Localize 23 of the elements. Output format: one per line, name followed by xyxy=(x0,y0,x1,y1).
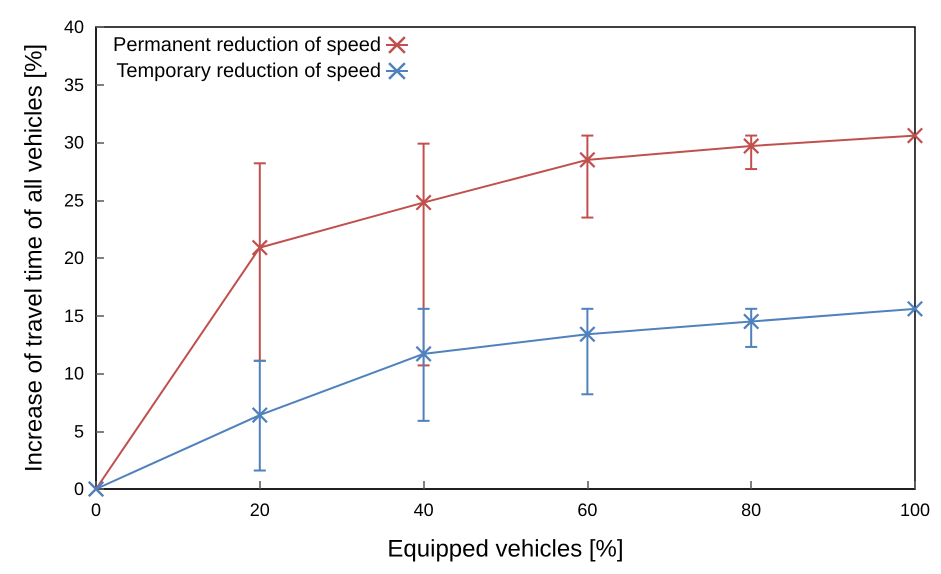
y-tick-label: 40 xyxy=(64,17,84,37)
y-tick-label: 0 xyxy=(74,479,84,499)
point xyxy=(416,194,432,211)
y-tick-label: 5 xyxy=(74,421,84,442)
y-tick-label: 30 xyxy=(64,132,84,152)
x-tick-label: 0 xyxy=(90,500,102,520)
x-axis-title: Equipped vehicles [%] xyxy=(387,536,624,562)
point xyxy=(906,128,923,144)
x-tick-label: 60 xyxy=(577,500,598,520)
y-tick-label: 15 xyxy=(64,306,84,326)
point xyxy=(416,346,432,362)
y-axis-title: Increase of travel time of all vehicles [%] xyxy=(20,44,48,472)
legend-label: Temporary reduction of speed xyxy=(116,60,381,82)
legend-label: Permanent reduction of speed xyxy=(112,34,381,56)
x-tick-label: 80 xyxy=(741,500,762,520)
y-tick-label: 10 xyxy=(64,364,84,384)
point xyxy=(579,152,596,168)
x-tick-label: 40 xyxy=(414,500,434,520)
y-tick-label: 25 xyxy=(64,190,84,210)
y-tick-label: 35 xyxy=(64,74,84,95)
x-tick-label: 20 xyxy=(250,500,270,520)
x-tick-label: 100 xyxy=(900,500,930,520)
y-tick-label: 20 xyxy=(64,248,84,268)
